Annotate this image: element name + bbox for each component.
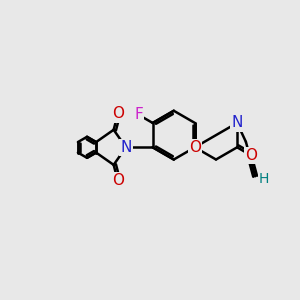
Text: N: N [120, 140, 132, 155]
Text: O: O [189, 140, 201, 155]
Text: O: O [112, 173, 124, 188]
Text: H: H [259, 172, 269, 186]
Text: O: O [112, 106, 124, 122]
Text: O: O [245, 148, 257, 163]
Text: F: F [134, 107, 143, 122]
Text: N: N [231, 116, 243, 130]
